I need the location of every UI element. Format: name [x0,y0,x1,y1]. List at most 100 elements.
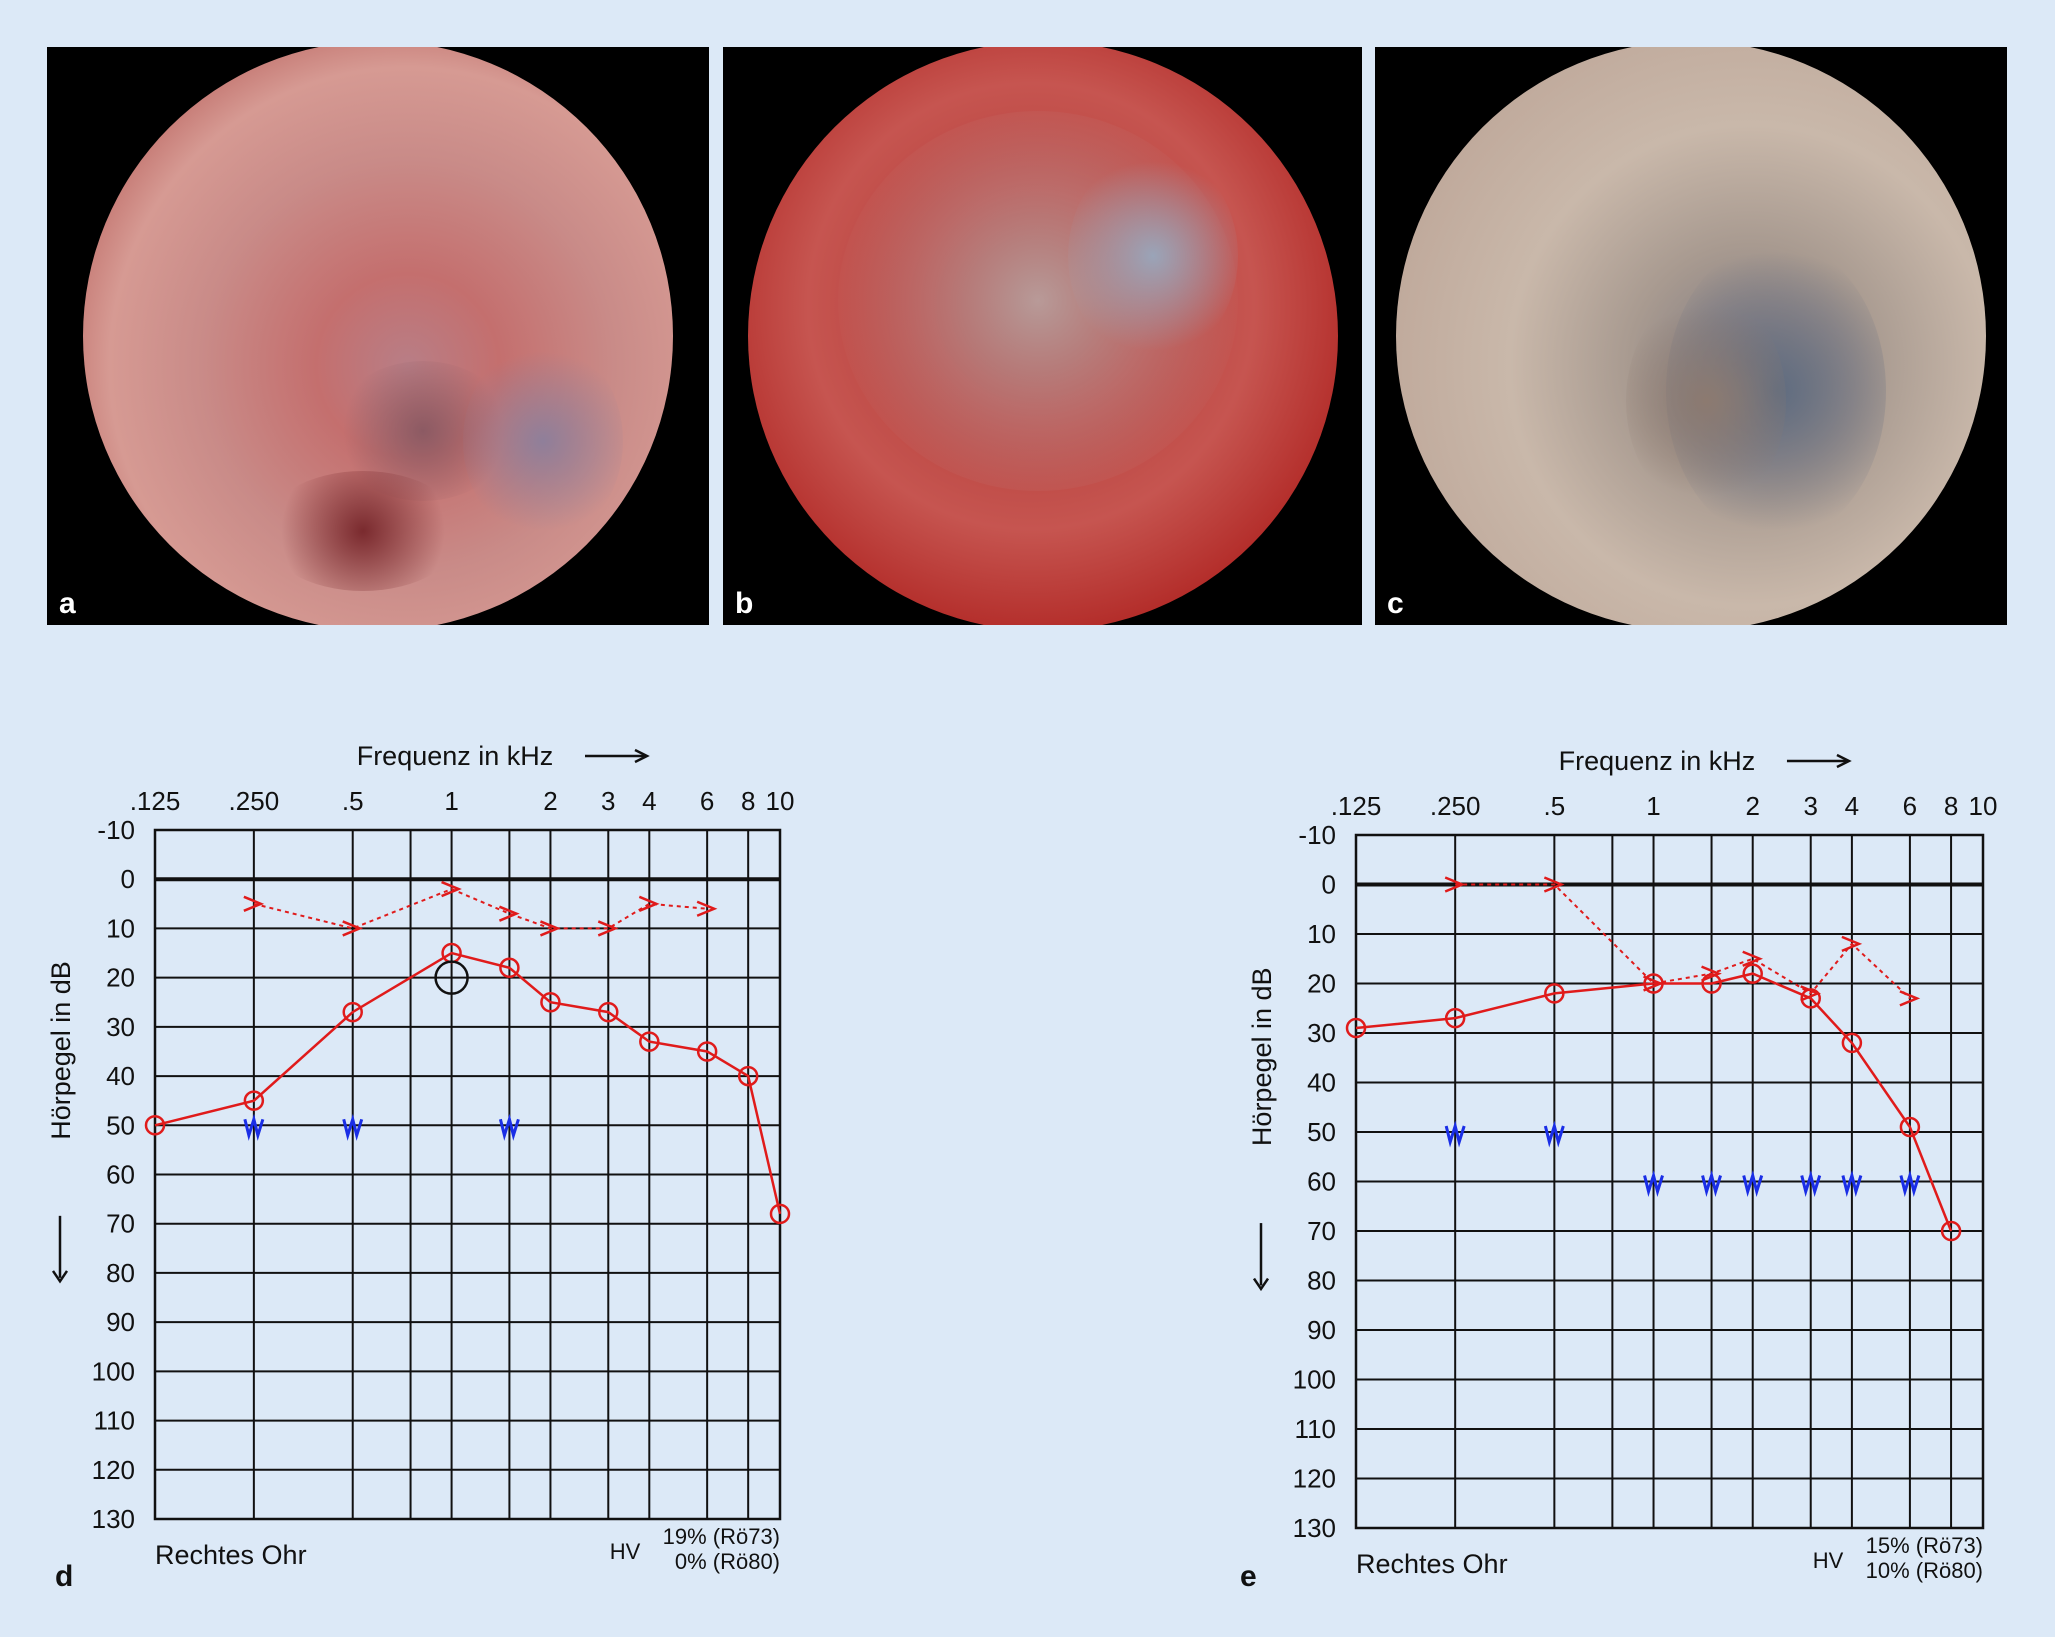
hv-value: 0% (Rö80) [675,1549,780,1574]
masking-noise-point [1899,1169,1921,1198]
y-tick-label: 110 [94,1406,135,1436]
air-conduction-point [243,1090,265,1111]
y-tick-label: 50 [1307,1117,1336,1147]
air-conduction-point [1899,1116,1921,1138]
bone-conduction-point [539,920,561,937]
bone-conduction-point [243,895,265,912]
bone-conduction-point [696,900,718,917]
air-conduction-point [1345,1017,1367,1039]
photo-label-a: a [59,587,76,620]
y-tick-label: 40 [1307,1068,1336,1098]
masking-noise-point [498,1113,520,1141]
y-tick-label: 120 [1293,1464,1336,1494]
air-conduction-point [598,1001,619,1023]
hv-value: 19% (Rö73) [663,1524,780,1549]
masking-noise-point [342,1113,364,1141]
frequency-arrowhead-icon [1836,753,1852,769]
masking-noise-point [1800,1169,1822,1198]
x-tick-label: 10 [766,786,795,816]
bone-conduction-point [1742,950,1763,967]
y-tick-label: 30 [1307,1018,1336,1048]
y-tick-label: 0 [121,864,135,894]
masking-noise-point [1643,1169,1664,1198]
y-tick-label: 100 [92,1356,135,1386]
series-line-0 [154,951,782,1215]
x-tick-label: 3 [1803,791,1817,821]
plot-frame [1354,833,1985,1530]
x-tick-label: 1 [444,786,458,816]
air-conduction-point [144,1115,166,1136]
y-tick-label: 20 [1307,969,1336,999]
masking-noise-point [1701,1169,1722,1198]
x-tick-label: .125 [1331,791,1382,821]
otoscope-view-b [747,47,1338,625]
bone-conduction-point [638,895,660,912]
x-tick-label: 2 [1745,791,1759,821]
hv-label: HV [1813,1548,1844,1573]
reference-point [434,960,469,995]
y-tick-label: 80 [1307,1266,1336,1296]
y-tick-label: 10 [1307,919,1336,949]
endoscopy-photo-b: b [723,47,1362,625]
endoscopy-photo-a: a [47,47,709,625]
hv-value: 15% (Rö73) [1866,1533,1983,1558]
ear-side-label: Rechtes Ohr [1356,1549,1508,1579]
level-arrowhead-icon [51,1270,69,1284]
x-tick-label: 1 [1646,791,1660,821]
masking-noise-point [1841,1169,1863,1198]
air-conduction-point [1544,983,1565,1004]
y-tick-label: 10 [106,913,135,943]
y-tick-label: 110 [1295,1414,1336,1444]
air-conduction-point [696,1041,718,1062]
x-tick-label: 8 [741,786,755,816]
y-tick-label: 90 [106,1307,135,1337]
y-tick-label: 60 [1307,1167,1336,1197]
x-tick-label: 6 [700,786,714,816]
photo-label-c: c [1387,587,1404,620]
x-tick-label: .125 [130,786,181,816]
y-tick-label: 130 [1293,1513,1336,1543]
endoscopy-photo-c: c [1375,47,2007,625]
bone-conduction-point [498,905,520,922]
y-tick-label: 100 [1293,1365,1336,1395]
series-line-0 [1355,972,1953,1232]
hv-value: 10% (Rö80) [1866,1558,1983,1583]
plot-frame [153,828,782,1521]
bone-conduction-point [1643,975,1664,992]
y-tick-label: 70 [106,1209,135,1239]
masking-noise-point [1444,1120,1466,1148]
photo-label-b: b [735,587,754,620]
y-tick-label: 30 [106,1012,135,1042]
y-tick-label: 0 [1322,870,1336,900]
level-arrowhead-icon [1252,1277,1270,1292]
bone-conduction-point [441,880,462,898]
ear-side-label: Rechtes Ohr [155,1540,307,1570]
bone-conduction-point [1899,990,1921,1007]
y-tick-label: 130 [92,1504,135,1534]
y-tick-label: -10 [1298,820,1336,850]
y-tick-label: 70 [1307,1216,1336,1246]
x-tick-label: 8 [1944,791,1958,821]
y-tick-label: 90 [1307,1315,1336,1345]
otoscope-view-a [83,47,673,625]
x-tick-label: 10 [1969,791,1998,821]
bone-conduction-point [1800,985,1822,1002]
air-conduction-point [499,957,520,979]
masking-noise-point [243,1113,265,1141]
x-tick-label: 3 [601,786,615,816]
x-tick-label: 4 [642,786,656,816]
bone-conduction-point [1841,935,1863,953]
air-conduction-point [737,1065,759,1087]
air-conduction-point [1444,1007,1466,1029]
x-tick-label: .5 [342,786,364,816]
bone-conduction-point [1543,876,1565,893]
y-tick-label: 80 [106,1258,135,1288]
panel-label-d: d [55,1560,74,1593]
x-axis-title: Frequenz in kHz [1559,746,1756,776]
y-axis-title: Hörpegel in dB [1247,967,1277,1146]
y-tick-label: 60 [106,1160,135,1190]
y-tick-label: 50 [106,1110,135,1140]
x-tick-label: 2 [543,786,557,816]
bone-conduction-point [1701,965,1722,982]
